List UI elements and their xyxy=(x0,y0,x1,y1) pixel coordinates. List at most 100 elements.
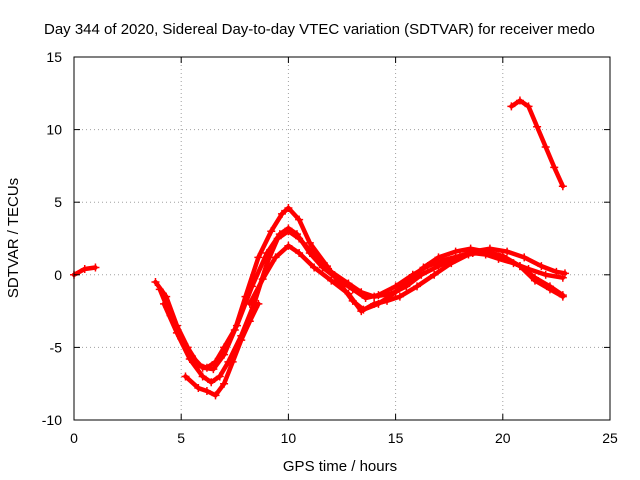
y-tick-label: 15 xyxy=(46,49,62,65)
data-point xyxy=(533,122,542,131)
series-band xyxy=(247,243,566,314)
data-point xyxy=(395,292,404,301)
data-point xyxy=(413,282,422,291)
x-axis-label: GPS time / hours xyxy=(283,458,397,475)
data-point xyxy=(258,275,267,284)
data-point xyxy=(541,270,550,279)
x-tick-label: 25 xyxy=(602,430,618,446)
data-point xyxy=(220,350,229,359)
data-point xyxy=(254,253,263,262)
data-point xyxy=(310,263,319,272)
data-point xyxy=(198,372,207,381)
x-tick-label: 0 xyxy=(70,430,78,446)
data-point xyxy=(387,289,396,298)
data-point xyxy=(344,289,353,298)
data-point xyxy=(245,299,254,308)
data-point xyxy=(284,204,293,213)
data-point xyxy=(464,250,473,259)
data-point xyxy=(344,279,353,288)
data-point xyxy=(202,386,211,395)
data-point xyxy=(524,102,533,111)
data-point xyxy=(284,241,293,250)
data-point xyxy=(80,264,89,273)
data-point xyxy=(277,209,286,218)
data-point xyxy=(245,317,254,326)
data-point xyxy=(515,262,524,271)
data-point xyxy=(215,372,224,381)
series-track-2 xyxy=(151,224,567,372)
data-point xyxy=(181,372,190,381)
data-point xyxy=(383,296,392,305)
y-tick-label: 0 xyxy=(54,267,62,283)
data-point xyxy=(507,102,516,111)
series-band xyxy=(509,98,566,189)
data-point xyxy=(550,163,559,172)
data-point xyxy=(560,269,569,278)
data-point xyxy=(327,267,336,276)
data-point xyxy=(530,276,539,285)
data-point xyxy=(230,325,239,334)
data-point xyxy=(267,227,276,236)
y-tick-label: -5 xyxy=(50,339,63,355)
data-point xyxy=(370,299,379,308)
x-tick-label: 20 xyxy=(495,430,511,446)
data-point xyxy=(558,292,567,301)
data-point xyxy=(417,270,426,279)
data-point xyxy=(198,363,207,372)
data-point xyxy=(430,270,439,279)
data-point xyxy=(537,262,546,271)
data-point xyxy=(209,365,218,374)
data-point xyxy=(151,278,160,287)
data-point xyxy=(160,299,169,308)
data-point xyxy=(310,250,319,259)
series-group xyxy=(70,96,569,400)
data-point xyxy=(481,247,490,256)
series-track-7 xyxy=(507,96,567,191)
y-tick-label: -10 xyxy=(42,412,62,428)
data-point xyxy=(558,182,567,191)
data-point xyxy=(357,307,366,316)
x-tick-label: 5 xyxy=(177,430,185,446)
data-point xyxy=(305,238,314,247)
data-point xyxy=(211,391,220,400)
data-point xyxy=(185,355,194,364)
grid-lines xyxy=(74,57,610,420)
data-point xyxy=(172,328,181,337)
data-point xyxy=(91,263,100,272)
data-point xyxy=(515,96,524,105)
data-point xyxy=(498,251,507,260)
data-point xyxy=(434,253,443,262)
data-point xyxy=(295,234,304,243)
data-point xyxy=(194,384,203,393)
plot-frame xyxy=(73,56,611,421)
data-point xyxy=(545,285,554,294)
series-band xyxy=(161,228,568,385)
data-point xyxy=(357,288,366,297)
data-point xyxy=(273,234,282,243)
series-track-6 xyxy=(245,241,567,316)
y-tick-label: 10 xyxy=(46,122,62,138)
data-point xyxy=(402,282,411,291)
data-point xyxy=(155,285,164,294)
data-point xyxy=(503,247,512,256)
data-point xyxy=(419,263,428,272)
data-point xyxy=(520,253,529,262)
data-point xyxy=(284,227,293,236)
data-point xyxy=(295,249,304,258)
data-point xyxy=(295,215,304,224)
data-point xyxy=(447,259,456,268)
series-track-4 xyxy=(160,227,569,387)
data-point xyxy=(254,299,263,308)
data-point xyxy=(271,253,280,262)
data-point xyxy=(552,267,561,276)
data-point xyxy=(541,143,550,152)
data-point xyxy=(237,336,246,345)
axes: 0 5 10 15 20 25 -10 -5 0 5 10 15 xyxy=(42,49,618,446)
x-tick-label: 10 xyxy=(281,430,297,446)
data-point xyxy=(434,262,443,271)
data-point xyxy=(228,357,237,366)
x-tick-label: 15 xyxy=(388,430,404,446)
data-point xyxy=(241,292,250,301)
series-track-5 xyxy=(181,299,263,400)
